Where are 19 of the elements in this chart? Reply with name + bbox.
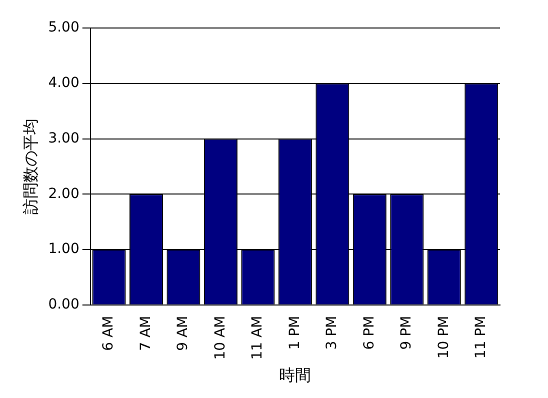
x-tick-label: 3 PM — [324, 316, 340, 350]
y-tick-label: 2.00 — [48, 186, 80, 202]
x-tick-label: 6 AM — [100, 316, 117, 351]
y-tick-label: 3.00 — [48, 130, 80, 146]
y-tick-label: 5.00 — [48, 20, 80, 36]
x-tick-label: 10 PM — [436, 316, 452, 359]
y-tick-label: 4.00 — [48, 75, 80, 92]
x-tick-label: 9 AM — [175, 316, 192, 351]
x-tick-label: 9 PM — [398, 316, 415, 350]
y-tick-label: 0.00 — [48, 296, 80, 313]
y-axis-title: 訪問数の平均 — [20, 118, 40, 214]
x-axis-title: 時間 — [279, 366, 312, 385]
x-tick-label: 7 AM — [138, 316, 154, 351]
x-tick-label: 11 PM — [473, 316, 490, 359]
y-tick-label: 1.00 — [48, 241, 80, 258]
x-tick-label: 11 AM — [250, 316, 266, 360]
x-tick-label: 1 PM — [286, 316, 303, 350]
x-tick-label: 6 PM — [361, 316, 378, 350]
x-tick-label: 10 AM — [212, 316, 228, 360]
